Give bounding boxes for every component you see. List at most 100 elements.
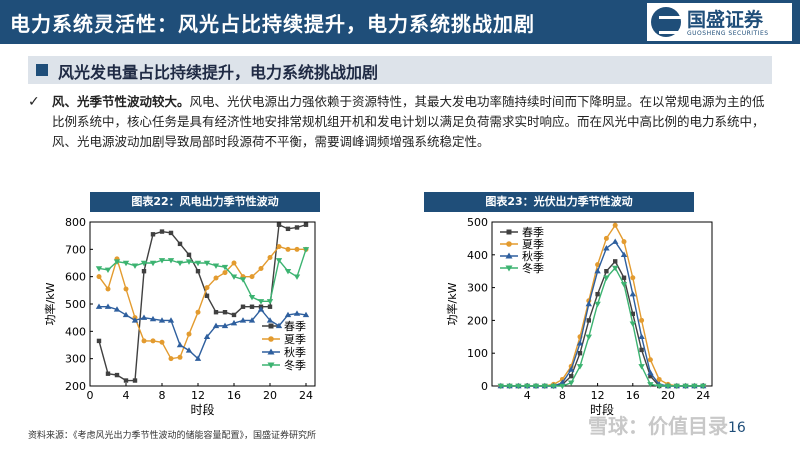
data-point [576, 340, 584, 346]
data-point [266, 299, 274, 305]
data-point [293, 310, 301, 316]
data-point [122, 311, 130, 318]
series-line-1 [500, 223, 704, 387]
data-point [248, 317, 256, 323]
y-tick-label: 600 [65, 271, 86, 284]
data-point [122, 260, 130, 267]
data-point [267, 255, 273, 261]
data-point [240, 304, 246, 309]
data-point [639, 347, 644, 353]
data-point [648, 373, 653, 379]
x-tick-label: 4 [524, 389, 531, 402]
y-tick-label: 700 [65, 243, 86, 256]
data-point [258, 265, 264, 271]
data-point [96, 338, 102, 344]
legend-label: 秋季 [522, 249, 544, 263]
legend-marker [268, 323, 274, 329]
data-point [240, 274, 246, 280]
data-point [159, 339, 165, 345]
data-point [221, 322, 229, 329]
data-point [595, 291, 600, 297]
legend-marker [268, 336, 274, 342]
data-point [267, 304, 273, 309]
legend-marker [505, 252, 513, 259]
source-note: 资料来源：《考虑风光出力季节性波动的储能容量配置》，国盛证券研究所 [28, 431, 317, 441]
data-point [524, 383, 531, 390]
data-point [222, 310, 228, 315]
data-point [612, 222, 618, 228]
data-point [140, 314, 148, 320]
data-point [177, 241, 183, 247]
legend-marker [506, 229, 512, 235]
data-point [285, 246, 291, 252]
data-point [113, 306, 121, 312]
data-point [213, 310, 219, 315]
company-logo: 国盛证券 GUOSHENG SECURITIES [647, 3, 792, 41]
data-point [123, 378, 129, 383]
data-point [285, 226, 291, 232]
data-point [541, 382, 548, 389]
x-tick-label: 8 [559, 389, 566, 402]
legend-label: 秋季 [284, 345, 306, 359]
y-tick-label: 800 [65, 216, 86, 229]
data-point [141, 269, 147, 274]
data-point [621, 275, 627, 280]
data-point [559, 376, 565, 382]
y-axis-label: 功率/kW [445, 282, 459, 325]
data-point [105, 286, 111, 292]
y-tick-label: 300 [467, 282, 488, 295]
data-point [595, 262, 601, 268]
data-point [525, 383, 530, 389]
data-point [303, 222, 309, 227]
data-point [114, 256, 120, 262]
series-line-3 [500, 266, 704, 387]
data-point [533, 383, 539, 389]
data-point [158, 258, 166, 264]
data-point [158, 317, 166, 323]
data-point [594, 301, 601, 308]
data-point [105, 371, 111, 376]
y-tick-label: 500 [467, 216, 488, 229]
data-point [95, 303, 103, 309]
data-point [673, 383, 680, 390]
data-point [168, 230, 174, 236]
data-point [620, 251, 628, 257]
data-point [497, 383, 504, 390]
legend-marker [267, 348, 275, 355]
data-point [550, 383, 557, 390]
data-point [239, 317, 247, 323]
x-tick-label: 24 [299, 389, 313, 402]
square-bullet-icon [36, 64, 48, 76]
data-point [141, 338, 147, 344]
logo-name: 国盛证券 [687, 9, 764, 31]
data-point [213, 275, 219, 281]
plot-frame [89, 221, 316, 387]
legend-marker [267, 362, 275, 369]
data-point [594, 268, 601, 274]
data-point [656, 381, 663, 387]
x-tick-label: 20 [263, 389, 277, 402]
data-point [159, 229, 165, 234]
series-line-0 [500, 260, 704, 387]
data-point [203, 333, 211, 339]
data-point [692, 383, 697, 389]
section-heading: 风光发电量占比持续提升，电力系统挑战加剧 [28, 56, 772, 84]
data-point [664, 382, 672, 389]
data-point [612, 238, 619, 244]
data-point [168, 356, 174, 362]
check-icon: ✓ [28, 94, 40, 110]
data-point [656, 376, 662, 382]
data-point [140, 260, 148, 267]
data-point [221, 264, 229, 271]
data-point [275, 322, 283, 329]
data-point [230, 319, 238, 326]
data-point [177, 354, 183, 360]
data-point [294, 246, 300, 252]
x-tick-label: 12 [591, 389, 605, 402]
data-point [516, 383, 521, 389]
data-point [647, 369, 654, 376]
data-point [542, 383, 548, 389]
data-point [293, 274, 301, 280]
data-point [515, 383, 522, 390]
legend-label: 冬季 [522, 261, 544, 275]
